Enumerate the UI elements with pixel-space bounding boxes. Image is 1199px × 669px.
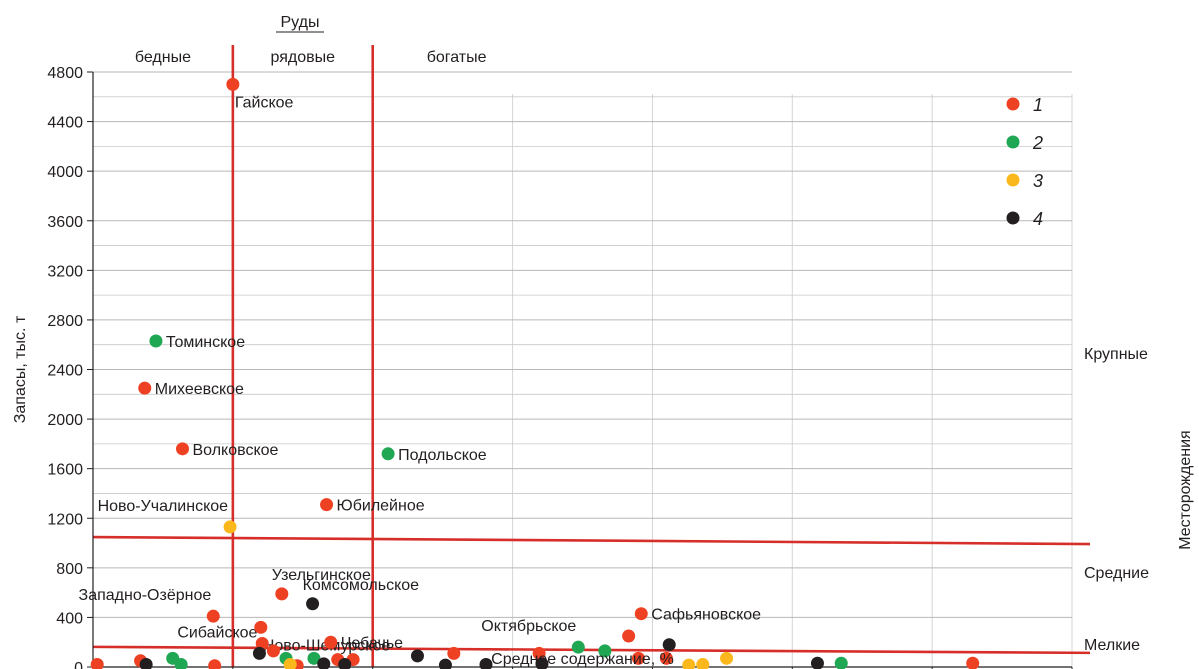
data-point-series-3	[682, 658, 696, 669]
data-point-series-1	[447, 646, 461, 660]
data-point-series-4	[662, 638, 676, 652]
data-point-series-4	[810, 656, 824, 669]
point-label: Западно-Озёрное	[79, 587, 212, 604]
data-point-series-2	[381, 447, 395, 461]
legend-marker-4	[1006, 211, 1020, 225]
data-point-series-4	[338, 658, 352, 669]
data-point-series-4	[252, 646, 266, 660]
point-label: Комсомольское	[303, 577, 420, 594]
data-point-series-3	[283, 658, 297, 669]
data-point-series-1	[90, 658, 104, 669]
point-label: Гайское	[235, 94, 294, 111]
data-point-series-1	[206, 609, 220, 623]
y-tick-label: 2000	[47, 412, 83, 429]
data-point-series-1	[138, 381, 152, 395]
legend-label: 4	[1033, 209, 1043, 229]
y-tick-label: 3200	[47, 263, 83, 280]
legend-marker-1	[1006, 97, 1020, 111]
data-point-series-4	[306, 597, 320, 611]
data-point-series-3	[696, 658, 710, 669]
data-point-series-2	[598, 644, 612, 658]
size-class-label: Мелкие	[1084, 637, 1140, 654]
data-point-series-1	[226, 77, 240, 91]
data-point-series-1	[659, 651, 673, 665]
data-point-series-1	[324, 635, 338, 649]
data-point-series-1	[266, 644, 280, 658]
right-axis-label: Месторождения	[1177, 430, 1194, 549]
point-label: Юбилейное	[337, 498, 425, 515]
point-label: Чебачье	[341, 635, 403, 652]
data-point-series-2	[307, 651, 321, 665]
size-class-label: Крупные	[1084, 346, 1148, 363]
point-label: Октябрьское	[481, 618, 576, 635]
data-point-series-2	[174, 658, 188, 669]
ore-grade-label: бедные	[135, 49, 191, 66]
size-boundary-line	[92, 535, 1091, 546]
ore-header: Руды	[281, 14, 320, 31]
ore-grade-label: рядовые	[271, 49, 336, 66]
data-point-series-1	[532, 646, 546, 660]
y-tick-label: 4000	[47, 164, 83, 181]
data-point-series-1	[254, 620, 268, 634]
data-point-series-2	[834, 656, 848, 669]
y-axis-label: Запасы, тыс. т	[12, 315, 29, 423]
data-point-series-1	[208, 659, 222, 669]
x-axis-label: Среднее содержание, %	[491, 651, 674, 668]
legend-marker-2	[1006, 135, 1020, 149]
legend: 1 2 3 4	[1006, 95, 1043, 229]
y-tick-label: 1200	[47, 511, 83, 528]
y-tick-label: 4800	[47, 65, 83, 82]
y-tick-label: 3600	[47, 214, 83, 231]
data-point-series-4	[317, 657, 331, 669]
data-points	[90, 77, 980, 669]
data-point-series-4	[535, 657, 549, 669]
data-point-series-3	[720, 651, 734, 665]
data-point-series-2	[149, 334, 163, 348]
point-labels: Гайское Михеевское Волковское Юбилейное Узел…	[79, 94, 762, 654]
point-label: Михеевское	[155, 381, 244, 398]
data-point-series-1	[255, 636, 269, 650]
grid	[93, 71, 1073, 667]
data-point-series-3	[223, 520, 237, 534]
data-point-series-4	[410, 649, 424, 663]
boundary-lines: бедные рядовые богатые Крупные Средние Мелкие	[92, 31, 1149, 667]
point-label: Волковское	[193, 442, 279, 459]
legend-label: 2	[1032, 133, 1043, 153]
data-point-series-1	[176, 442, 190, 456]
y-tick-label: 800	[56, 561, 83, 578]
point-label: Сибайское	[177, 624, 257, 641]
y-tick-label: 2800	[47, 313, 83, 330]
data-point-series-1	[634, 607, 648, 621]
point-label: Узельгинское	[272, 567, 371, 584]
data-point-series-4	[479, 658, 493, 669]
point-label: Сафьяновское	[651, 607, 761, 624]
data-point-series-4	[139, 658, 153, 669]
data-point-series-2	[571, 640, 585, 654]
y-tick-label: 0	[74, 660, 83, 669]
point-label: Ново-Учалинское	[98, 498, 229, 515]
ore-grade-label: богатые	[427, 49, 487, 66]
y-tick-label: 2400	[47, 363, 83, 380]
point-label: Томинское	[166, 334, 245, 351]
y-tick-label: 400	[56, 610, 83, 627]
y-tick-label: 4400	[47, 115, 83, 132]
axes: 0 400 800 1200 1600 2000 2400 2800 3200 3600 4000 4…	[47, 65, 1073, 669]
data-point-series-4	[438, 658, 452, 669]
data-point-series-1	[275, 587, 289, 601]
data-point-series-1	[631, 651, 645, 665]
data-point-series-1	[622, 629, 636, 643]
y-tick-label: 1600	[47, 462, 83, 479]
legend-marker-3	[1006, 173, 1020, 187]
legend-label: 3	[1033, 171, 1043, 191]
point-label: Подольское	[398, 447, 487, 464]
data-point-series-1	[320, 498, 334, 512]
legend-label: 1	[1033, 95, 1043, 115]
data-point-series-1	[966, 656, 980, 669]
size-class-label: Средние	[1084, 565, 1149, 582]
